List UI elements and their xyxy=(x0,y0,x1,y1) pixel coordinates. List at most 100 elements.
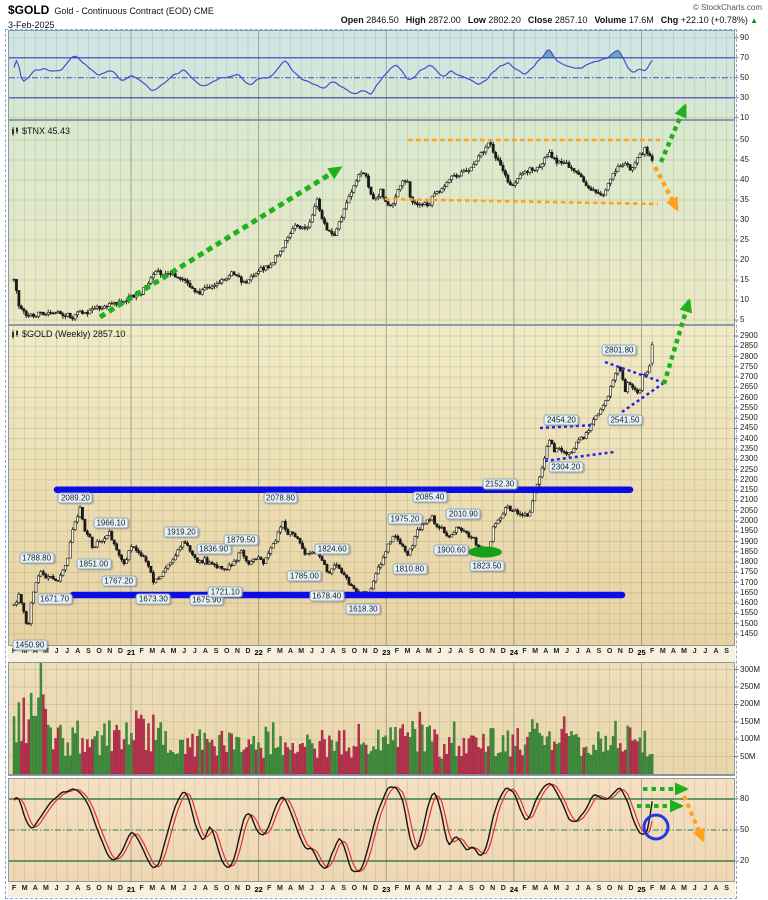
month-label: M xyxy=(170,885,177,892)
y-axis-label: 15 xyxy=(740,275,749,284)
month-label: M xyxy=(149,885,156,892)
price-callout: 1788.80 xyxy=(19,552,55,564)
y-axis-label: 2600 xyxy=(740,392,758,402)
price-callout: 1879.50 xyxy=(223,534,259,546)
month-label: O xyxy=(223,648,230,655)
y-axis-label: 1500 xyxy=(740,618,758,628)
month-label: M xyxy=(425,648,432,655)
month-label: 24 xyxy=(509,648,519,657)
month-label: M xyxy=(553,648,560,655)
y-axis-label: 2850 xyxy=(740,341,758,351)
month-label: O xyxy=(606,648,613,655)
tnx-panel-label: $TNX 45.43 xyxy=(22,126,71,136)
month-label: J xyxy=(320,885,325,892)
y-axis-label: 2550 xyxy=(740,402,758,412)
month-label: A xyxy=(75,885,81,892)
y-axis-label: 2500 xyxy=(740,413,758,423)
price-callout: 1671.70 xyxy=(37,593,73,605)
month-label: A xyxy=(670,648,676,655)
quote-volume-value: 17.6M xyxy=(626,15,654,25)
price-callout: 1721.10 xyxy=(207,586,243,598)
month-label: D xyxy=(500,648,506,655)
y-axis-label: 2000 xyxy=(740,515,758,525)
gold-panel-label: $GOLD (Weekly) 2857.10 xyxy=(22,329,126,339)
chart-date: 3-Feb-2025 xyxy=(8,20,55,30)
month-label: S xyxy=(86,885,91,892)
month-label: A xyxy=(585,885,591,892)
month-label: S xyxy=(469,885,474,892)
y-axis-label: 2150 xyxy=(740,485,758,495)
month-label: A xyxy=(288,648,294,655)
y-axis-label: 250M xyxy=(740,682,761,691)
symbol-description: Gold - Continuous Contract (EOD) CME xyxy=(54,6,214,16)
y-axis-label: 1800 xyxy=(740,557,758,567)
y-axis-label: 25 xyxy=(740,235,749,244)
month-label: M xyxy=(170,648,177,655)
month-label: J xyxy=(182,885,187,892)
price-callout: 1900.60 xyxy=(433,544,469,556)
month-label: N xyxy=(107,885,113,892)
y-axis-label: 50 xyxy=(740,72,749,82)
month-label: A xyxy=(458,885,464,892)
quote-close-value: 2857.10 xyxy=(552,15,588,25)
month-label: 23 xyxy=(382,648,391,657)
month-label: 22 xyxy=(254,648,263,657)
month-label: M xyxy=(425,885,432,892)
month-label: S xyxy=(596,885,602,892)
month-label: A xyxy=(330,648,336,655)
month-label: J xyxy=(692,885,697,892)
month-label: J xyxy=(692,648,697,655)
y-axis-label: 300M xyxy=(740,664,761,674)
month-label: N xyxy=(107,648,113,655)
month-label: A xyxy=(160,885,166,892)
y-axis-label: 50 xyxy=(740,135,749,144)
month-label: O xyxy=(479,885,485,892)
price-callout: 2152.30 xyxy=(482,478,518,490)
month-label: O xyxy=(479,648,485,655)
y-axis-label: 20 xyxy=(740,855,749,865)
y-axis-label: 200M xyxy=(740,699,761,709)
gold-projection-up xyxy=(661,298,693,385)
gold-accumulation-ellipse xyxy=(468,546,502,558)
y-axis-label: 1600 xyxy=(740,598,758,608)
month-label: F xyxy=(650,648,655,655)
quote-chg-value: +22.10 (+0.78%) xyxy=(678,15,748,25)
month-label: J xyxy=(448,648,453,655)
month-label: M xyxy=(149,648,156,655)
month-label: D xyxy=(628,885,634,892)
month-label: 21 xyxy=(126,648,136,657)
month-label: J xyxy=(54,885,59,892)
price-callout: 1675.90 xyxy=(189,594,225,606)
month-label: N xyxy=(617,885,623,892)
month-label: A xyxy=(713,885,719,892)
month-label: F xyxy=(139,648,144,655)
month-label: J xyxy=(437,885,442,892)
month-label: A xyxy=(330,885,336,892)
gold-triangle-pattern xyxy=(621,382,664,414)
month-label: S xyxy=(724,648,729,655)
month-label: F xyxy=(650,885,655,892)
price-callout: 1810.80 xyxy=(392,563,428,575)
y-axis-label: 20 xyxy=(740,255,749,264)
source-credit: © StockCharts.com xyxy=(692,3,762,12)
gold-triangle-pattern xyxy=(604,360,664,384)
quote-chg-label: Chg xyxy=(660,15,679,25)
month-label: 21 xyxy=(126,885,136,894)
month-label: J xyxy=(192,885,197,892)
month-label: D xyxy=(500,885,506,892)
date-axis-band xyxy=(8,646,735,662)
price-callout: 2078.80 xyxy=(263,492,298,504)
y-axis-label: 50 xyxy=(740,825,749,834)
price-callout: 2089.20 xyxy=(57,492,93,504)
month-label: M xyxy=(276,648,283,655)
month-label: N xyxy=(617,648,623,655)
y-axis-label: 10 xyxy=(740,295,749,304)
month-label: J xyxy=(320,648,325,655)
tnx-uptrend-arrow xyxy=(98,165,343,320)
month-label: J xyxy=(703,885,708,892)
y-axis-label: 10 xyxy=(740,112,749,122)
price-callout: 1673.30 xyxy=(135,593,171,605)
price-callout: 1767.20 xyxy=(101,575,137,587)
